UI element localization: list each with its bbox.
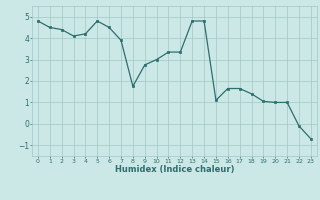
X-axis label: Humidex (Indice chaleur): Humidex (Indice chaleur) [115, 165, 234, 174]
